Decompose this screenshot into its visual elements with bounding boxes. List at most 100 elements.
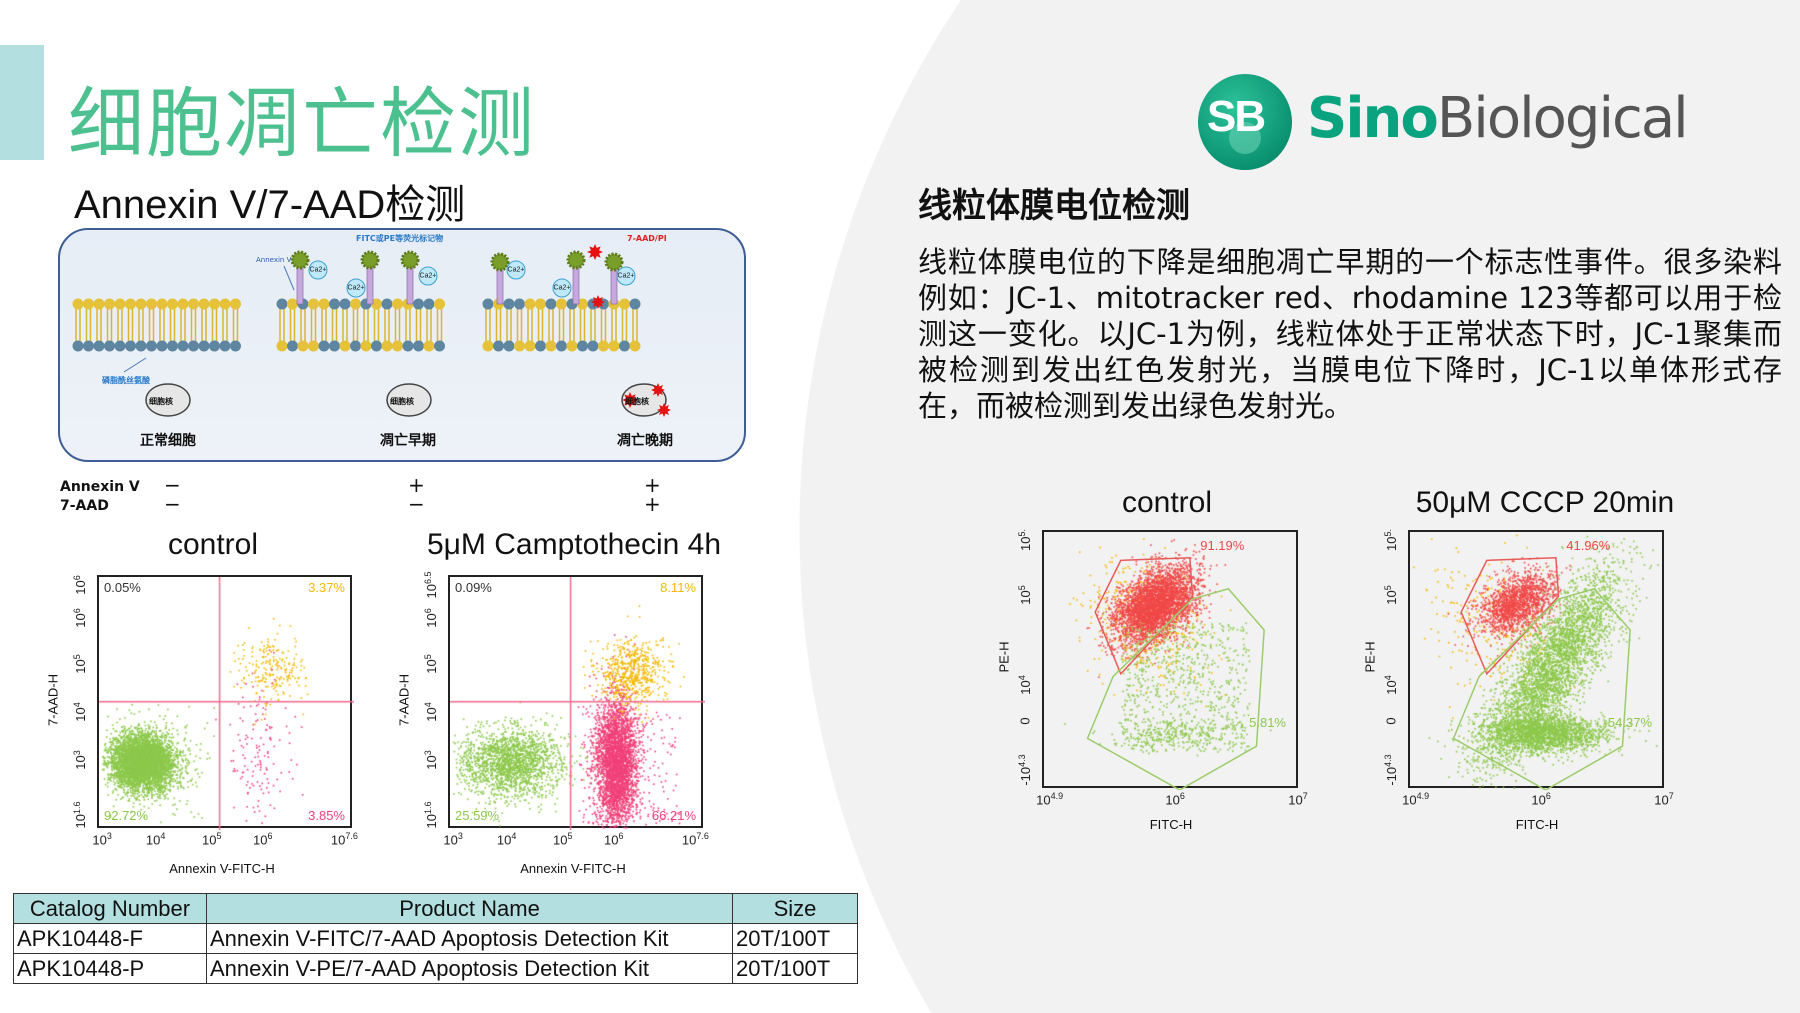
lipid-head xyxy=(423,298,435,310)
x-axis-label: FITC-H xyxy=(1515,817,1559,832)
lipid-head xyxy=(545,340,557,352)
lipid-head xyxy=(577,298,588,310)
y-tick-label: 104 xyxy=(1016,675,1034,695)
y-tick-label: 105 xyxy=(1382,584,1400,605)
x-tick-label: 104 xyxy=(145,831,166,848)
green-gate-percent: 5.81% xyxy=(1249,714,1286,730)
calcium-ion-icon xyxy=(552,278,572,298)
x-tick-label: 105 xyxy=(202,831,222,848)
aad-sign: + xyxy=(644,492,661,516)
dye-star-icon xyxy=(622,392,638,408)
x-tick-label: 103 xyxy=(443,831,463,848)
lipid-head xyxy=(339,298,351,310)
x-axis-label: FITC-H xyxy=(1149,817,1193,832)
plot-title: control xyxy=(167,528,259,561)
lipid-head xyxy=(156,340,168,352)
lipid-head xyxy=(514,298,525,310)
lipid-head xyxy=(188,298,199,310)
y-tick-label: 105. xyxy=(1016,529,1034,552)
lipid-head xyxy=(146,340,157,352)
lipid-head xyxy=(276,298,288,310)
lipid-head xyxy=(93,298,105,310)
quadrant-percent-lower-left: 92.72% xyxy=(104,808,149,823)
y-tick-label: 103 xyxy=(71,749,89,770)
pointer-arrow xyxy=(123,357,147,373)
y-tick-label: 106 xyxy=(422,608,440,628)
quadrant-percent-upper-left: 0.09% xyxy=(455,580,492,595)
quadrant-percent-upper-right: 8.11% xyxy=(660,580,696,595)
calcium-label: Ca2+ xyxy=(419,272,437,280)
lipid-head xyxy=(209,298,220,310)
green-gate xyxy=(1086,587,1265,790)
y-axis-label: 7-AAD-H xyxy=(45,673,61,727)
y-tick-label: -104.3 xyxy=(1016,754,1034,786)
table-header-row: Catalog Number Product Name Size xyxy=(13,893,858,924)
lipid-head xyxy=(167,340,178,352)
fluorophore-icon xyxy=(290,250,310,270)
size-cell: 20T/100T xyxy=(732,953,858,984)
lipid-head xyxy=(556,298,567,310)
lipid-head xyxy=(381,340,393,352)
y-tick-label: 0 xyxy=(1017,717,1033,725)
lipid-head xyxy=(423,340,435,352)
lipid-head xyxy=(371,298,382,310)
lipid-head xyxy=(402,340,414,352)
pointer-arrow xyxy=(283,265,295,291)
fluorophore-icon xyxy=(360,250,380,270)
scatter-dots xyxy=(1044,532,1300,790)
nucleus-icon xyxy=(386,383,432,417)
lipid-head xyxy=(219,340,231,352)
x-tick-label: 107 xyxy=(1288,791,1308,808)
lipid-head xyxy=(177,298,189,310)
dye-label: 7-AAD/PI xyxy=(627,234,667,243)
plot-title: 5μM Camptothecin 4h xyxy=(426,528,722,561)
x-tick-label: 104.9 xyxy=(1402,791,1430,808)
y-tick-label: 101.6 xyxy=(71,801,89,829)
nucleus-label: 细胞核 xyxy=(625,397,649,406)
sino-biological-logo: SB Sino Biological xyxy=(1195,72,1755,172)
lipid-head xyxy=(297,340,309,352)
lipid-head xyxy=(392,298,403,310)
lipid-head xyxy=(209,340,220,352)
y-tick-label: 104 xyxy=(1382,675,1400,695)
lipid-head xyxy=(188,340,199,352)
stage-label-late: 凋亡晚期 xyxy=(617,433,673,449)
x-tick-label: 107.6 xyxy=(330,831,358,848)
scatter-plot-frame: 0.05% 3.37% 92.72% 3.85% xyxy=(97,575,354,830)
dye-star-icon xyxy=(657,403,671,417)
fluorophore-icon xyxy=(400,250,420,270)
lipid-head xyxy=(83,298,94,310)
calcium-ion-icon xyxy=(506,260,526,280)
logo-mark-text: SB xyxy=(1207,92,1266,141)
lipid-head xyxy=(230,340,241,352)
lipid-head xyxy=(198,340,210,352)
lipid-head xyxy=(381,298,393,310)
lipid-head xyxy=(287,340,298,352)
calcium-ion-icon xyxy=(616,266,636,286)
scatter-dots xyxy=(450,577,705,830)
lipid-head xyxy=(125,340,136,352)
catalog-cell: APK10448-F xyxy=(13,923,207,954)
x-tick-label: 104.9 xyxy=(1036,791,1064,808)
calcium-ion-icon xyxy=(418,266,438,286)
header-size: Size xyxy=(732,893,858,924)
lipid-head xyxy=(493,340,504,352)
lipid-head xyxy=(146,298,157,310)
lipid-head xyxy=(83,340,94,352)
y-tick-label: 106 xyxy=(71,575,89,595)
y-tick-label: -104.3 xyxy=(1382,754,1400,786)
quadrant-percent-upper-left: 0.05% xyxy=(104,580,141,595)
lipid-head xyxy=(566,340,578,352)
annexin-label: Annexin V xyxy=(256,256,292,264)
dye-star-icon xyxy=(591,295,605,309)
aad-sign: − xyxy=(164,492,181,516)
x-tick-label: 107.6 xyxy=(681,831,709,848)
x-axis-label: Annexin V-FITC-H xyxy=(169,861,275,876)
x-tick-label: 105 xyxy=(553,831,573,848)
calcium-label: Ca2+ xyxy=(309,266,327,274)
annexin-row-label: Annexin V xyxy=(60,479,140,495)
product-table: Catalog Number Product Name Size APK1044… xyxy=(13,893,858,984)
lipid-head xyxy=(104,340,115,352)
lipid-head xyxy=(556,340,567,352)
y-tick-label: 106 xyxy=(71,608,89,628)
